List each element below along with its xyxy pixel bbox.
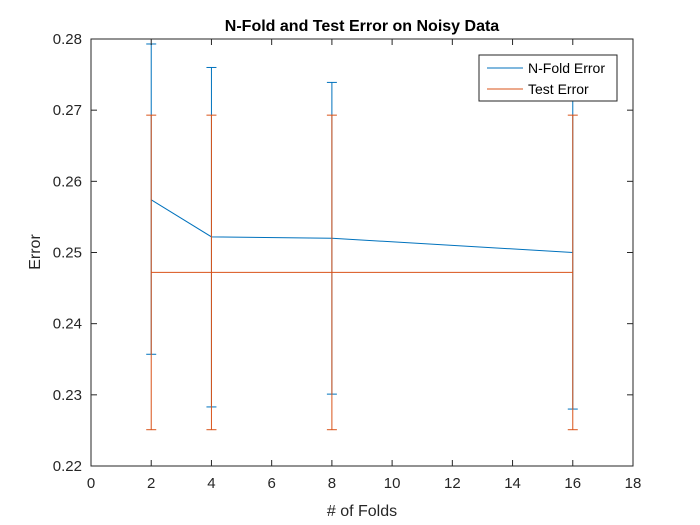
x-tick-label: 8: [328, 475, 336, 492]
y-tick-label: 0.26: [53, 173, 82, 190]
x-tick-label: 14: [504, 475, 521, 492]
y-tick-label: 0.23: [53, 387, 82, 404]
axes-layer: 0 2 4 6 8 10 12 14 16 18 0.22 0.23 0.24 0.25 0.26 0.27 0…: [53, 31, 642, 492]
series-2: [146, 114, 578, 431]
series-layer: [146, 43, 578, 431]
x-tick-label: 12: [444, 475, 461, 492]
x-tick-label: 18: [625, 475, 642, 492]
x-tick-label: 10: [384, 475, 401, 492]
x-axis-label: # of Folds: [327, 503, 397, 520]
x-tick-label: 6: [267, 475, 275, 492]
x-tick-label: 4: [207, 475, 215, 492]
x-tick-label: 0: [87, 475, 95, 492]
legend-label: N-Fold Error: [528, 60, 605, 76]
y-tick-label: 0.22: [53, 458, 82, 475]
plot-area-background: [91, 39, 633, 466]
y-axis-label: Error: [27, 234, 44, 270]
series-line: [150, 199, 573, 253]
legend: N-Fold Error Test Error: [478, 54, 618, 102]
y-tick-label: 0.28: [53, 31, 82, 48]
y-tick-label: 0.24: [53, 316, 82, 333]
chart-title: N-Fold and Test Error on Noisy Data: [225, 18, 500, 35]
legend-label: Test Error: [528, 81, 589, 97]
x-tick-label: 16: [564, 475, 581, 492]
x-tick-label: 2: [147, 475, 155, 492]
y-tick-label: 0.27: [53, 102, 82, 119]
legend-box: [478, 54, 618, 102]
y-tick-label: 0.25: [53, 245, 82, 262]
